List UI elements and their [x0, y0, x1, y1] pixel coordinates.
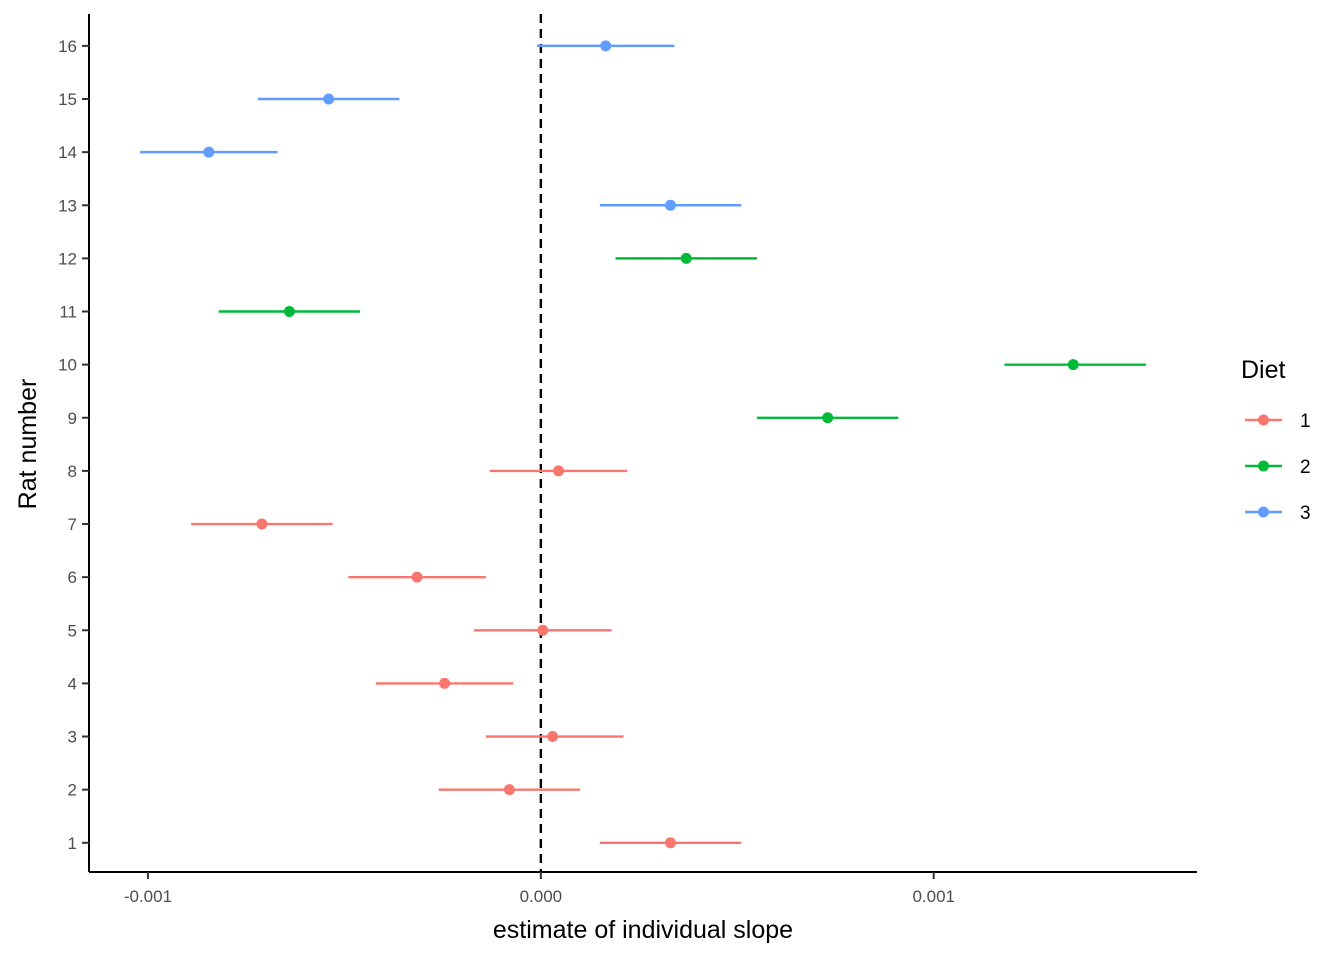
point-rat-8: [553, 465, 565, 477]
x-tick-label: -0.001: [124, 887, 172, 906]
point-rat-13: [665, 199, 677, 211]
legend-label-1: 1: [1300, 411, 1311, 432]
legend-key-point-1: [1258, 414, 1269, 426]
x-axis: -0.001 0.000 0.001: [89, 871, 1197, 906]
y-tick-label: 15: [58, 90, 77, 109]
point-rat-6: [411, 571, 423, 583]
y-tick-label: 13: [58, 196, 77, 215]
plot-area: [140, 14, 1146, 872]
point-rat-15: [323, 93, 335, 105]
y-tick-label: 8: [68, 462, 77, 481]
y-tick-label: 6: [68, 568, 77, 587]
legend: Diet 1 2 3: [1241, 356, 1311, 524]
legend-key-point-2: [1258, 460, 1269, 472]
point-rat-1: [665, 837, 677, 849]
y-tick-label: 3: [68, 728, 77, 747]
x-tick-label: 0.001: [912, 887, 955, 906]
y-axis-title: Rat number: [14, 379, 42, 510]
point-rat-9: [822, 412, 834, 424]
point-rat-11: [283, 306, 295, 318]
point-rat-3: [547, 731, 559, 743]
legend-label-2: 2: [1300, 457, 1311, 478]
legend-label-3: 3: [1300, 503, 1311, 524]
y-tick-label: 14: [58, 143, 77, 162]
point-rat-12: [680, 252, 692, 264]
y-tick-label: 2: [68, 781, 77, 800]
y-tick-label: 16: [58, 37, 77, 56]
point-rat-16: [600, 40, 612, 52]
legend-title: Diet: [1241, 356, 1286, 384]
legend-key-point-3: [1258, 506, 1269, 518]
point-rat-5: [537, 624, 549, 636]
point-rat-14: [203, 146, 215, 158]
point-rat-4: [439, 677, 451, 689]
y-tick-label: 12: [58, 249, 77, 268]
y-tick-label: 5: [68, 621, 77, 640]
y-tick-label: 11: [59, 303, 77, 322]
point-rat-7: [256, 518, 268, 530]
point-rat-10: [1067, 359, 1079, 371]
y-tick-label: 7: [68, 515, 77, 534]
x-axis-title: estimate of individual slope: [493, 916, 793, 944]
x-tick-label: 0.000: [520, 887, 563, 906]
y-tick-label: 1: [68, 834, 77, 853]
y-tick-label: 4: [68, 674, 77, 693]
y-tick-label: 9: [68, 409, 77, 428]
y-tick-label: 10: [58, 356, 77, 375]
point-rat-2: [503, 784, 515, 796]
